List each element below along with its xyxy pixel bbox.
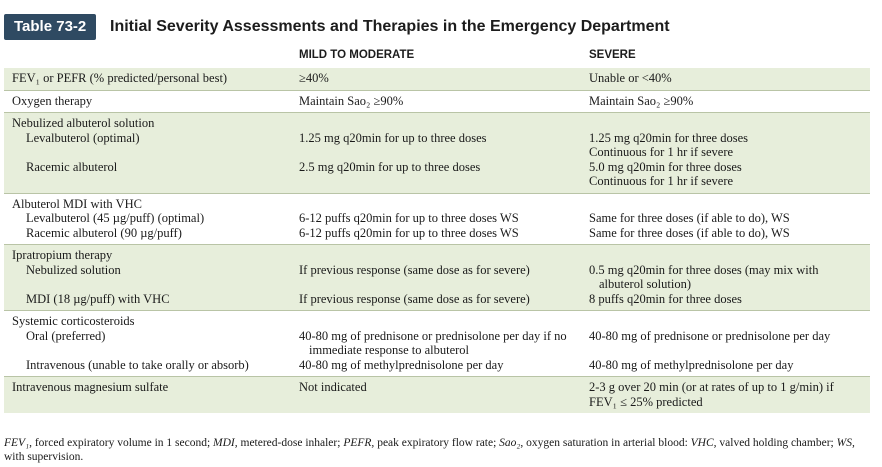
table-row: Oxygen therapy Maintain Sao₂ ≥90% Mainta… bbox=[4, 89, 870, 113]
cell-mild: Maintain Sao₂ ≥90% bbox=[291, 89, 581, 113]
cell-mild: 1.25 mg q20min for up to three doses 2.5… bbox=[291, 112, 581, 193]
sub-label: MDI (18 µg/puff) with VHC bbox=[26, 291, 170, 306]
cell-text: Continuous for 1 hr if severe bbox=[589, 145, 734, 159]
cell-text: 5.0 mg q20min for three doses bbox=[589, 159, 742, 174]
cell-mild: 6-12 puffs q20min for up to three doses … bbox=[291, 192, 581, 245]
cell-mild: 40-80 mg of prednisone or prednisolone p… bbox=[291, 310, 581, 377]
table-row: Ipratropium therapy Nebulized solution M… bbox=[4, 244, 870, 311]
footnote-text: with supervision. bbox=[4, 451, 84, 463]
cell-severe: Same for three doses (if able to do), WS… bbox=[581, 192, 870, 245]
row-label-group: Ipratropium therapy Nebulized solution M… bbox=[4, 244, 291, 311]
cell-mild: If previous response (same dose as for s… bbox=[291, 244, 581, 311]
cell-text: 40-80 mg of prednisone or prednisolone p… bbox=[299, 328, 567, 358]
cell-text: 6-12 puffs q20min for up to three doses … bbox=[299, 211, 519, 225]
table-header: Table 73-2 Initial Severity Assessments … bbox=[0, 14, 874, 55]
row-label: FEV₁ or PEFR (% predicted/personal best) bbox=[4, 68, 291, 90]
footnote-term: MDI, bbox=[213, 437, 238, 449]
cell-severe: 1.25 mg q20min for three doses Continuou… bbox=[581, 112, 870, 193]
row-label: Albuterol MDI with VHC bbox=[12, 196, 142, 211]
sub-label: Intravenous (unable to take orally or ab… bbox=[26, 357, 249, 372]
table-row: Intravenous magnesium sulfate Not indica… bbox=[4, 376, 870, 413]
cell-severe: Unable or <40% bbox=[581, 68, 870, 90]
therapy-table: MILD TO MODERATE SEVERE FEV₁ or PEFR (% … bbox=[4, 42, 870, 413]
cell-severe: 40-80 mg of prednisone or prednisolone p… bbox=[581, 310, 870, 377]
table-number-tab: Table 73-2 bbox=[4, 14, 97, 40]
footnote-term: VHC, bbox=[690, 437, 717, 449]
cell-text: 0.5 mg q20min for three doses (may mix w… bbox=[589, 262, 819, 292]
cell-text: 40-80 mg of methylprednisolone per day bbox=[589, 357, 794, 372]
sub-label: Racemic albuterol bbox=[26, 159, 118, 174]
table-title: Initial Severity Assessments and Therapi… bbox=[110, 18, 670, 35]
cell-text: If previous response (same dose as for s… bbox=[299, 262, 530, 277]
table-footnote: FEV₁, forced expiratory volume in 1 seco… bbox=[4, 436, 874, 464]
table-row: Albuterol MDI with VHC Levalbuterol (45 … bbox=[4, 192, 870, 245]
sub-label: Nebulized solution bbox=[26, 262, 121, 277]
footnote-term: WS, bbox=[836, 437, 855, 449]
cell-mild: Not indicated bbox=[291, 376, 581, 413]
table-row: Systemic corticosteroids Oral (preferred… bbox=[4, 310, 870, 377]
cell-severe: 0.5 mg q20min for three doses (may mix w… bbox=[581, 244, 870, 311]
footnote-text: valved holding chamber; bbox=[716, 437, 837, 449]
cell-text: 1.25 mg q20min for up to three doses bbox=[299, 130, 487, 145]
cell-text: 40-80 mg of methylprednisolone per day bbox=[299, 357, 504, 372]
cell-severe: Maintain Sao₂ ≥90% bbox=[581, 89, 870, 113]
cell-text: Continuous for 1 hr if severe bbox=[589, 174, 734, 188]
sub-label: Levalbuterol (optimal) bbox=[26, 130, 140, 145]
row-label: Oxygen therapy bbox=[4, 89, 291, 113]
row-label: Nebulized albuterol solution bbox=[12, 116, 155, 130]
cell-text: If previous response (same dose as for s… bbox=[299, 291, 530, 306]
column-header-severe: SEVERE bbox=[581, 42, 870, 68]
cell-text: Same for three doses (if able to do), WS bbox=[589, 211, 790, 225]
row-label-group: Albuterol MDI with VHC Levalbuterol (45 … bbox=[4, 192, 291, 245]
cell-mild: ≥40% bbox=[291, 68, 581, 90]
table-row: Nebulized albuterol solution Levalbutero… bbox=[4, 112, 870, 193]
cell-severe: 2-3 g over 20 min (or at rates of up to … bbox=[581, 376, 870, 413]
row-label: Ipratropium therapy bbox=[12, 248, 113, 262]
footnote-text: peak expiratory flow rate; bbox=[374, 437, 500, 449]
table-row: FEV₁ or PEFR (% predicted/personal best)… bbox=[4, 68, 870, 90]
row-label: Systemic corticosteroids bbox=[12, 314, 135, 328]
row-label: Intravenous magnesium sulfate bbox=[4, 376, 291, 413]
cell-text: 8 puffs q20min for three doses bbox=[589, 291, 742, 306]
cell-text: 1.25 mg q20min for three doses bbox=[589, 130, 749, 145]
sub-label: Racemic albuterol (90 µg/puff) bbox=[26, 225, 182, 240]
sub-label: Oral (preferred) bbox=[26, 328, 106, 343]
sub-label: Levalbuterol (45 µg/puff) (optimal) bbox=[26, 211, 205, 225]
footnote-text: , forced expiratory volume in 1 second; bbox=[29, 437, 214, 449]
header-row: MILD TO MODERATE SEVERE bbox=[4, 42, 870, 68]
cell-text: 6-12 puffs q20min for up to three doses … bbox=[299, 225, 519, 240]
column-header-parameter bbox=[4, 42, 291, 68]
footnote-term: FEV₁ bbox=[4, 437, 30, 449]
footnote-text: metered-dose inhaler; bbox=[237, 437, 344, 449]
footnote-text: , oxygen saturation in arterial blood: bbox=[520, 437, 691, 449]
cell-text: 40-80 mg of prednisone or prednisolone p… bbox=[589, 328, 831, 343]
footnote-term: Sao₂ bbox=[499, 437, 521, 449]
footnote-term: PEFR, bbox=[343, 437, 375, 449]
column-header-mild: MILD TO MODERATE bbox=[291, 42, 581, 68]
cell-text: 2.5 mg q20min for up to three doses bbox=[299, 159, 481, 174]
row-label-group: Nebulized albuterol solution Levalbutero… bbox=[4, 112, 291, 193]
row-label-group: Systemic corticosteroids Oral (preferred… bbox=[4, 310, 291, 377]
cell-text: Same for three doses (if able to do), WS bbox=[589, 225, 790, 240]
